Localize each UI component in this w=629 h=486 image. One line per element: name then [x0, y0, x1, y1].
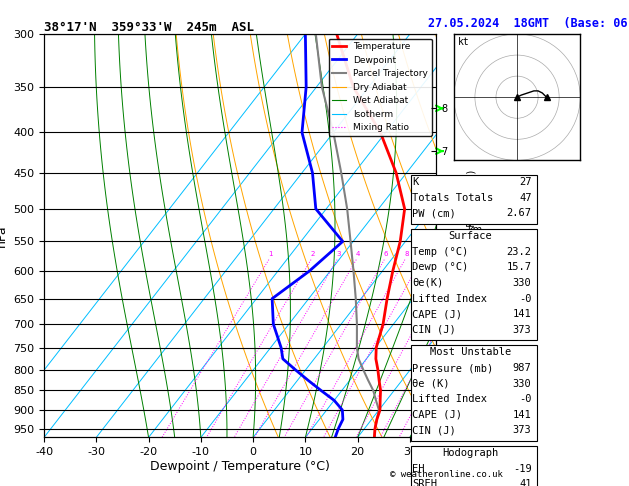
Text: θe(K): θe(K) — [412, 278, 443, 288]
Text: Lifted Index: Lifted Index — [412, 294, 487, 304]
Text: CAPE (J): CAPE (J) — [412, 309, 462, 319]
Text: 3: 3 — [337, 251, 341, 257]
Text: 38°17'N  359°33'W  245m  ASL: 38°17'N 359°33'W 245m ASL — [44, 21, 254, 34]
Text: 2: 2 — [311, 251, 315, 257]
Text: Surface: Surface — [448, 231, 493, 242]
Text: 141: 141 — [513, 410, 532, 420]
Text: 41: 41 — [519, 479, 532, 486]
Text: 8: 8 — [404, 251, 409, 257]
Text: K: K — [412, 177, 418, 188]
Text: Totals Totals: Totals Totals — [412, 193, 493, 203]
Text: 10: 10 — [418, 251, 428, 257]
Text: Lifted Index: Lifted Index — [412, 394, 487, 404]
Text: Mixing Ratio (g/kg): Mixing Ratio (g/kg) — [467, 170, 477, 261]
Legend: Temperature, Dewpoint, Parcel Trajectory, Dry Adiabat, Wet Adiabat, Isotherm, Mi: Temperature, Dewpoint, Parcel Trajectory… — [329, 38, 431, 136]
Text: -0: -0 — [519, 294, 532, 304]
Y-axis label: km
ASL: km ASL — [466, 225, 484, 246]
Text: 6: 6 — [384, 251, 388, 257]
Text: LCL: LCL — [436, 393, 454, 403]
Text: CAPE (J): CAPE (J) — [412, 410, 462, 420]
Text: 15.7: 15.7 — [506, 262, 532, 273]
Text: CIN (J): CIN (J) — [412, 325, 456, 335]
Text: 141: 141 — [513, 309, 532, 319]
Text: 373: 373 — [513, 325, 532, 335]
Text: Dewp (°C): Dewp (°C) — [412, 262, 468, 273]
Text: -19: -19 — [513, 464, 532, 474]
Text: 47: 47 — [519, 193, 532, 203]
Text: 27.05.2024  18GMT  (Base: 06): 27.05.2024 18GMT (Base: 06) — [428, 17, 629, 30]
Text: θe (K): θe (K) — [412, 379, 450, 389]
Text: 1: 1 — [269, 251, 273, 257]
X-axis label: Dewpoint / Temperature (°C): Dewpoint / Temperature (°C) — [150, 460, 330, 473]
Text: PW (cm): PW (cm) — [412, 208, 456, 219]
Text: SREH: SREH — [412, 479, 437, 486]
Text: CIN (J): CIN (J) — [412, 425, 456, 435]
Text: 2.67: 2.67 — [506, 208, 532, 219]
Text: Temp (°C): Temp (°C) — [412, 247, 468, 257]
Text: 27: 27 — [519, 177, 532, 188]
Y-axis label: hPa: hPa — [0, 225, 8, 247]
Text: 330: 330 — [513, 379, 532, 389]
Text: 373: 373 — [513, 425, 532, 435]
Text: 23.2: 23.2 — [506, 247, 532, 257]
Text: Most Unstable: Most Unstable — [430, 347, 511, 358]
Text: 330: 330 — [513, 278, 532, 288]
Text: Pressure (mb): Pressure (mb) — [412, 363, 493, 373]
Text: -0: -0 — [519, 394, 532, 404]
Text: 987: 987 — [513, 363, 532, 373]
Text: EH: EH — [412, 464, 425, 474]
Text: kt: kt — [458, 36, 470, 47]
Text: Hodograph: Hodograph — [442, 448, 499, 458]
Text: © weatheronline.co.uk: © weatheronline.co.uk — [390, 469, 503, 479]
Text: 4: 4 — [356, 251, 360, 257]
